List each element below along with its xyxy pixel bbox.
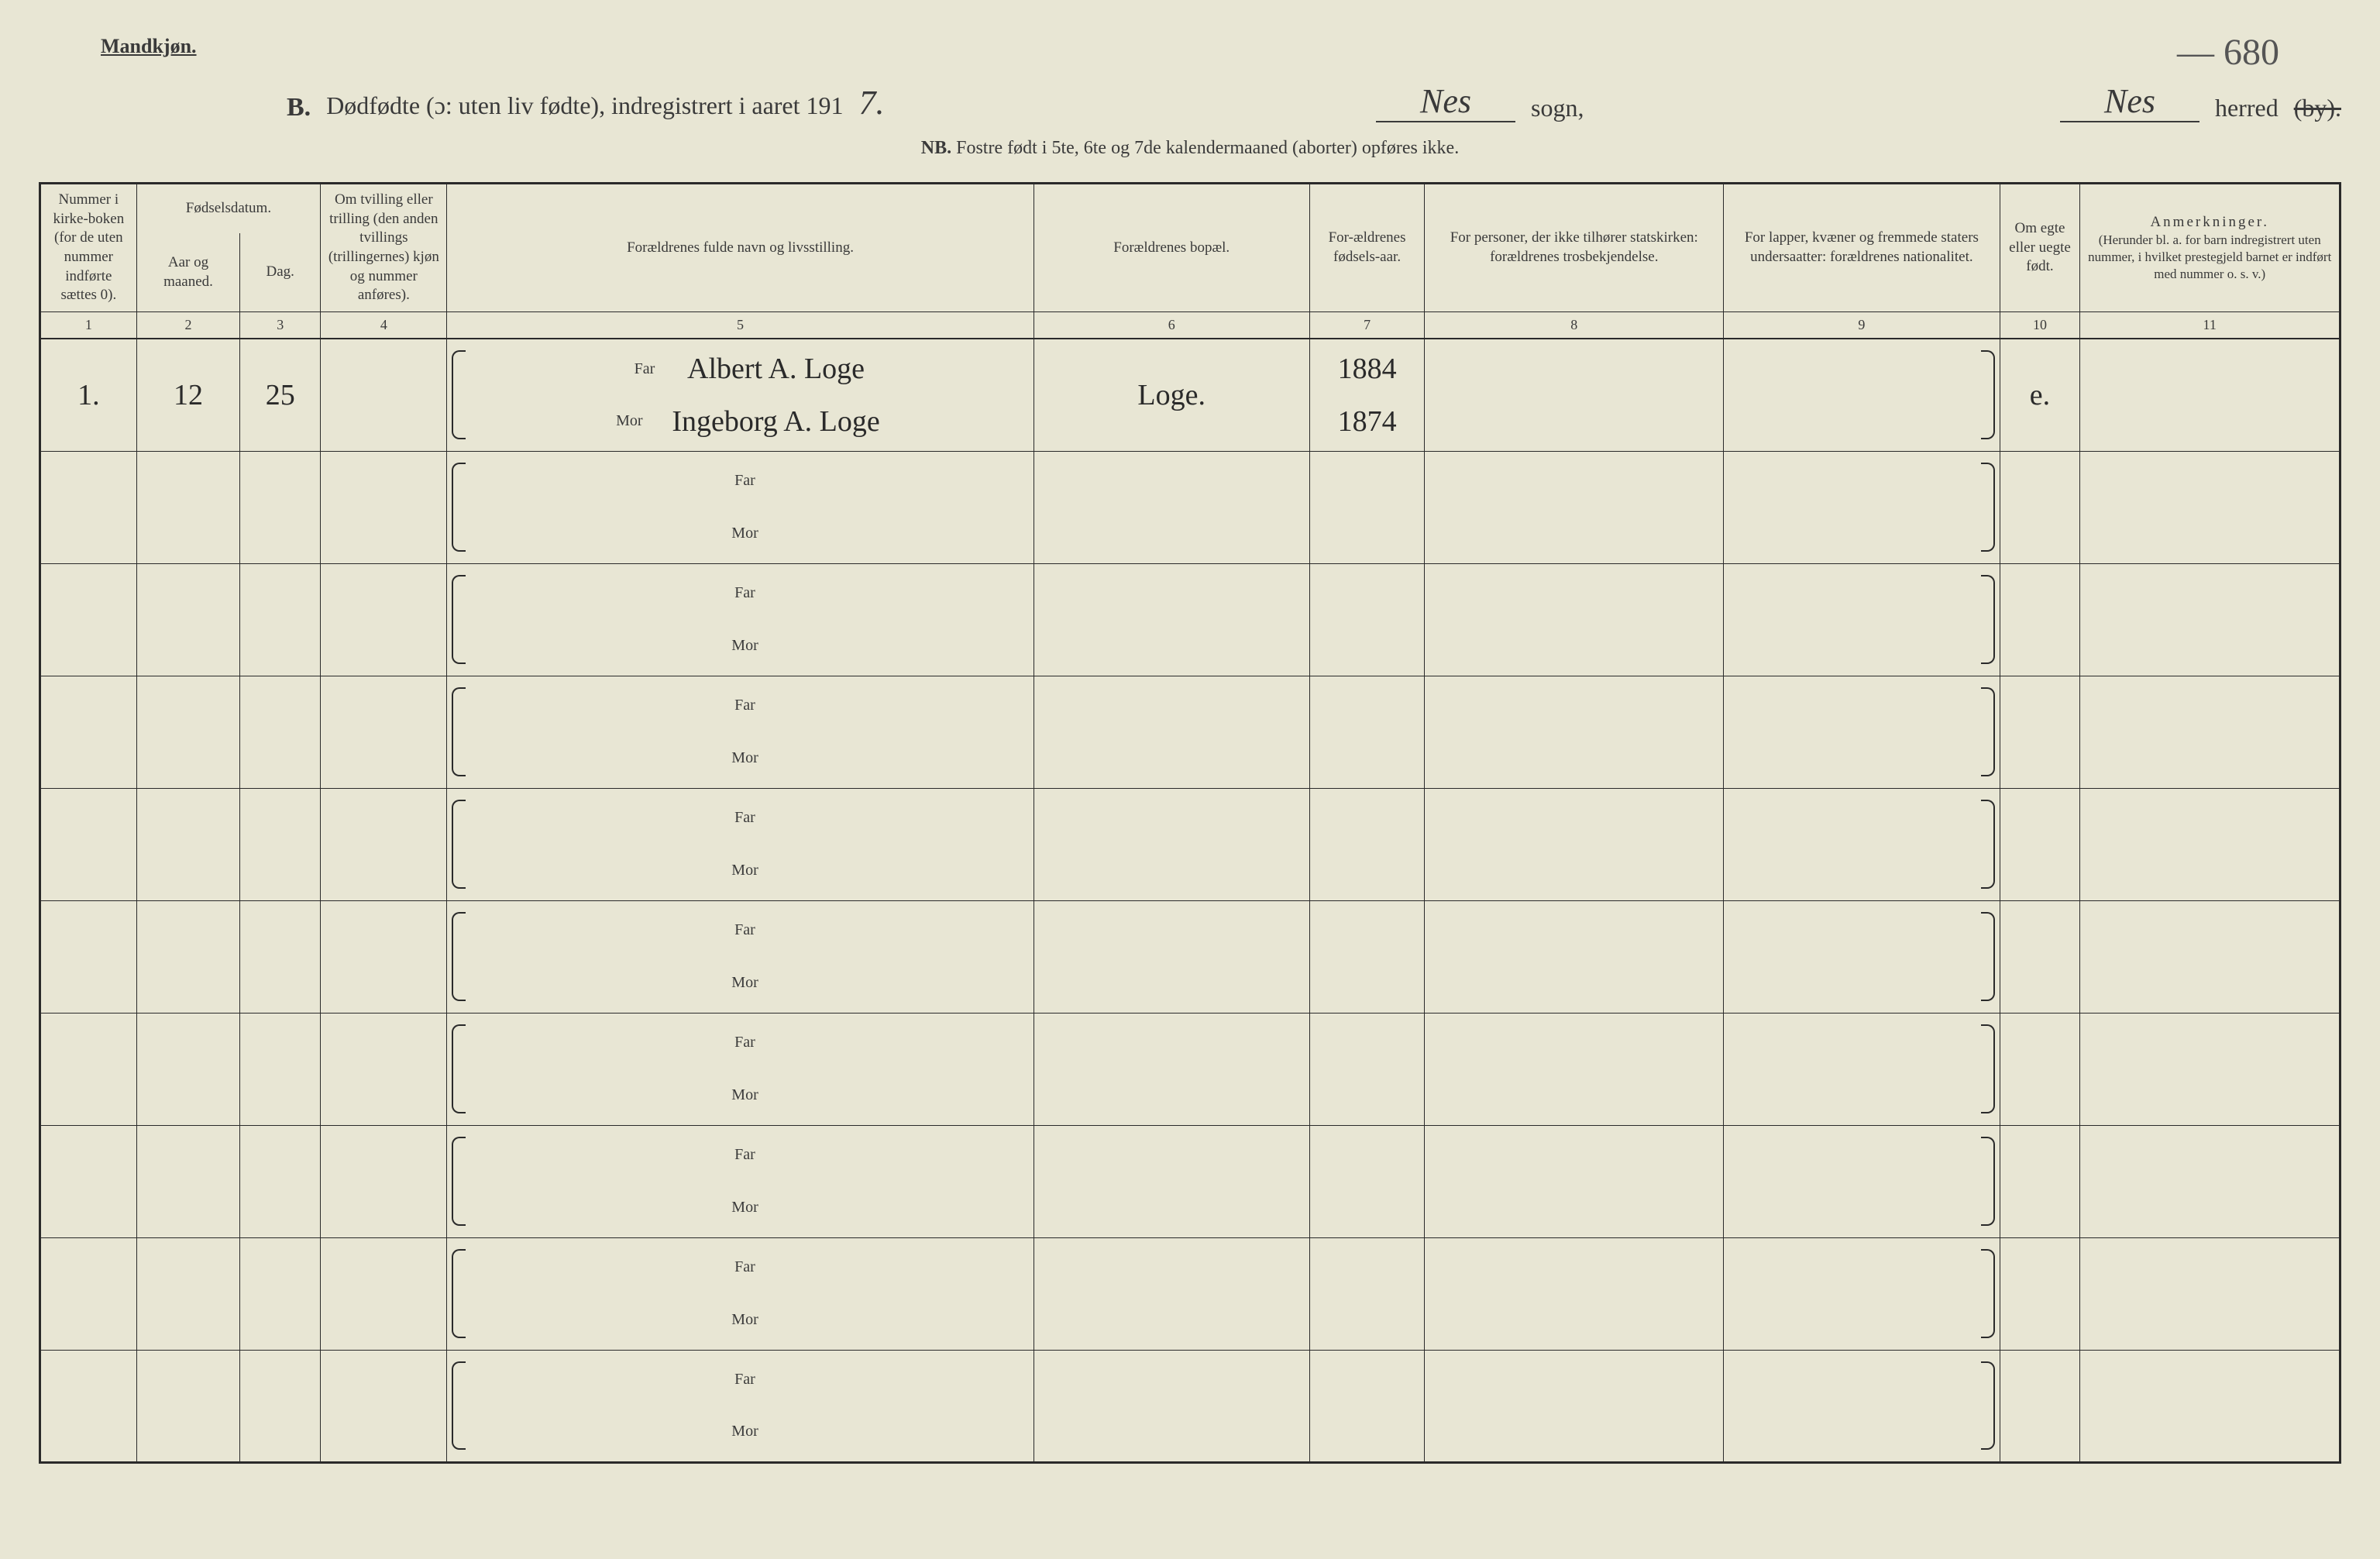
row1-mor-year: 1874 xyxy=(1338,404,1397,439)
page-number: — 680 xyxy=(2177,31,2279,74)
table-row: Far Mor xyxy=(40,1237,2340,1350)
row1-year-month: 12 xyxy=(174,379,203,411)
colnum-2: 2 xyxy=(136,312,240,339)
colnum-11: 11 xyxy=(2080,312,2340,339)
row1-twinning xyxy=(321,339,447,451)
table-row: Far Mor xyxy=(40,676,2340,788)
sogn-label: sogn, xyxy=(1531,94,1584,122)
mor-label: Mor xyxy=(726,525,765,542)
far-label: Far xyxy=(726,697,765,714)
colnum-9: 9 xyxy=(1724,312,2000,339)
far-label: Far xyxy=(726,1371,765,1389)
far-label: Far xyxy=(726,921,765,939)
far-label: Far xyxy=(625,360,664,378)
col-header-11: Anmerkninger. (Herunder bl. a. for barn … xyxy=(2080,184,2340,312)
mor-label: Mor xyxy=(726,862,765,879)
row1-parent-years: 1884 1874 xyxy=(1309,339,1424,451)
col-header-11-sub: (Herunder bl. a. for barn indregistrert … xyxy=(2085,232,2334,283)
row1-mor-name: Ingeborg A. Loge xyxy=(672,404,879,439)
title-line: B. Dødfødte (ɔ: uten liv fødte), indregi… xyxy=(39,81,2341,122)
col-header-4: Om tvilling eller trilling (den anden tv… xyxy=(321,184,447,312)
table-row: Far Mor xyxy=(40,1125,2340,1237)
row1-bopael: Loge. xyxy=(1137,379,1205,411)
herred-fillin: Nes xyxy=(2060,81,2199,122)
table-row: 1. 12 25 Far Albert A. Loge Mor Ingeborg… xyxy=(40,339,2340,451)
colnum-1: 1 xyxy=(40,312,137,339)
mor-label: Mor xyxy=(726,974,765,992)
col-header-2-group: Fødselsdatum. xyxy=(136,184,321,234)
mor-label: Mor xyxy=(726,1311,765,1329)
colnum-6: 6 xyxy=(1034,312,1309,339)
title-year-suffix: 7. xyxy=(844,84,900,122)
sogn-fillin: Nes xyxy=(1376,81,1515,122)
far-label: Far xyxy=(726,1146,765,1164)
row1-num: 1. xyxy=(77,379,100,411)
colnum-7: 7 xyxy=(1309,312,1424,339)
colnum-10: 10 xyxy=(2000,312,2080,339)
mor-label: Mor xyxy=(726,637,765,655)
colnum-8: 8 xyxy=(1425,312,1724,339)
colnum-5: 5 xyxy=(447,312,1034,339)
table-row: Far Mor xyxy=(40,451,2340,563)
mor-label: Mor xyxy=(726,749,765,767)
table-row: Far Mor xyxy=(40,563,2340,676)
col-header-2b: Dag. xyxy=(240,233,321,311)
row1-anmerk xyxy=(2080,339,2340,451)
title-main: Dødfødte (ɔ: uten liv fødte), indregistr… xyxy=(326,83,899,122)
row1-parents: Far Albert A. Loge Mor Ingeborg A. Loge xyxy=(447,339,1034,451)
mor-label: Mor xyxy=(726,1423,765,1440)
section-letter: B. xyxy=(287,93,311,122)
title-main-text: Dødfødte (ɔ: uten liv fødte), indregistr… xyxy=(326,91,843,119)
table-row: Far Mor xyxy=(40,1350,2340,1462)
table-row: Far Mor xyxy=(40,900,2340,1013)
col-header-11-title: Anmerkninger. xyxy=(2085,213,2334,232)
row1-day: 25 xyxy=(266,379,295,411)
col-header-8: For personer, der ikke tilhører statskir… xyxy=(1425,184,1724,312)
col-header-5: Forældrenes fulde navn og livsstilling. xyxy=(447,184,1034,312)
table-row: Far Mor xyxy=(40,788,2340,900)
register-table: Nummer i kirke-boken (for de uten nummer… xyxy=(39,182,2341,1464)
col-header-10: Om egte eller uegte født. xyxy=(2000,184,2080,312)
column-number-row: 1 2 3 4 5 6 7 8 9 10 11 xyxy=(40,312,2340,339)
far-label: Far xyxy=(726,1258,765,1276)
colnum-4: 4 xyxy=(321,312,447,339)
col-header-6: Forældrenes bopæl. xyxy=(1034,184,1309,312)
by-label-struck: (by). xyxy=(2294,94,2341,122)
row1-trosbekj xyxy=(1425,339,1724,451)
row1-far-year: 1884 xyxy=(1338,352,1397,386)
row1-nationalitet xyxy=(1724,339,2000,451)
far-label: Far xyxy=(726,1034,765,1051)
note-text: Fostre født i 5te, 6te og 7de kalenderma… xyxy=(956,138,1459,158)
row1-far-name: Albert A. Loge xyxy=(687,352,865,386)
table-row: Far Mor xyxy=(40,1013,2340,1125)
col-header-2a: Aar og maaned. xyxy=(136,233,240,311)
far-label: Far xyxy=(726,809,765,827)
mor-label: Mor xyxy=(726,1199,765,1217)
col-header-7: For-ældrenes fødsels-aar. xyxy=(1309,184,1424,312)
mor-label: Mor xyxy=(726,1086,765,1104)
mor-label: Mor xyxy=(610,412,648,430)
col-header-1: Nummer i kirke-boken (for de uten nummer… xyxy=(40,184,137,312)
note-line: NB. Fostre født i 5te, 6te og 7de kalend… xyxy=(39,138,2341,159)
herred-label: herred xyxy=(2215,94,2279,122)
far-label: Far xyxy=(726,472,765,490)
note-nb: NB. xyxy=(921,138,951,158)
far-label: Far xyxy=(726,584,765,602)
row1-egte: e. xyxy=(2030,379,2050,411)
col-header-9: For lapper, kvæner og fremmede staters u… xyxy=(1724,184,2000,312)
gender-label: Mandkjøn. xyxy=(101,35,197,58)
colnum-3: 3 xyxy=(240,312,321,339)
